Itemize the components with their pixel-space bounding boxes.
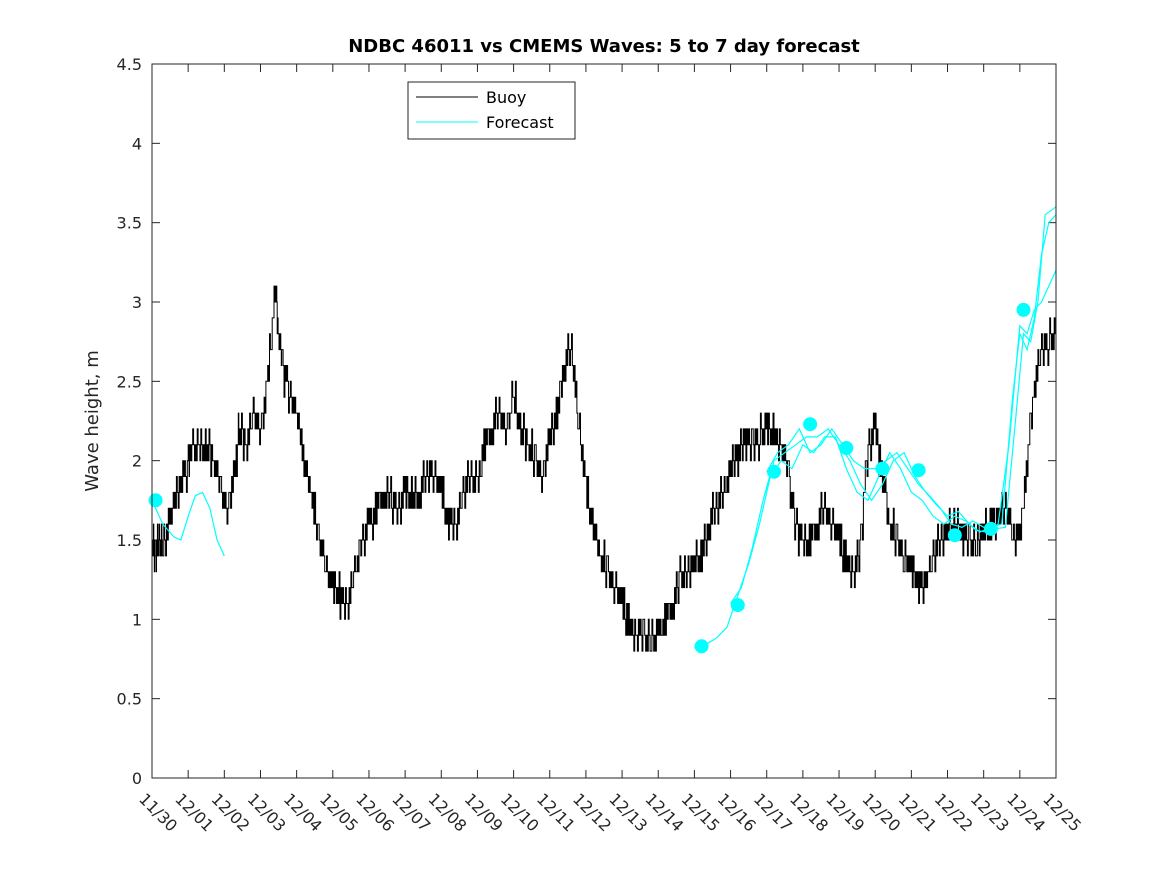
legend-buoy-label: Buoy xyxy=(486,88,526,107)
y-tick-label: 1 xyxy=(132,610,142,629)
x-tick-label: 12/23 xyxy=(967,789,1013,835)
x-tick-label: 12/19 xyxy=(822,789,868,835)
x-tick-label: 12/06 xyxy=(352,789,398,835)
y-tick-label: 0 xyxy=(132,769,142,788)
x-tick-label: 12/08 xyxy=(424,789,470,835)
x-tick-label: 12/09 xyxy=(461,789,507,835)
y-tick-label: 3 xyxy=(132,293,142,312)
x-tick-label: 12/22 xyxy=(931,789,977,835)
series-layer xyxy=(148,206,1057,654)
axis-ticks xyxy=(151,63,1057,779)
x-tick-label: 12/10 xyxy=(497,789,543,835)
y-tick-label: 4 xyxy=(132,134,142,153)
y-tick-label: 4.5 xyxy=(117,55,142,74)
chart-title: NDBC 46011 vs CMEMS Waves: 5 to 7 day fo… xyxy=(348,36,860,57)
forecast-marker xyxy=(694,639,709,654)
forecast-marker xyxy=(839,441,854,455)
plot-area xyxy=(152,64,1056,778)
x-tick-label: 11/30 xyxy=(135,789,181,835)
forecast-marker xyxy=(767,464,781,479)
x-tick-label: 12/01 xyxy=(171,789,217,835)
forecast-line-2 xyxy=(730,214,1057,604)
x-tick-label: 12/04 xyxy=(280,789,326,835)
x-tick-label: 12/18 xyxy=(786,789,832,835)
x-tick-label: 12/24 xyxy=(1003,789,1049,835)
legend-forecast-label: Forecast xyxy=(486,113,554,132)
legend-box xyxy=(407,81,576,140)
forecast-marker xyxy=(148,493,163,508)
legend: Buoy Forecast xyxy=(407,81,576,140)
x-tick-label: 12/14 xyxy=(641,789,687,835)
forecast-marker xyxy=(803,417,818,432)
forecast-marker xyxy=(983,521,998,536)
forecast-line-3 xyxy=(766,206,1057,530)
x-tick-label: 12/25 xyxy=(1039,789,1085,835)
x-tick-label: 12/17 xyxy=(750,789,796,835)
x-tick-label: 12/03 xyxy=(244,789,290,835)
y-tick-label: 2.5 xyxy=(117,372,142,391)
y-tick-label: 0.5 xyxy=(117,690,142,709)
x-tick-label: 12/05 xyxy=(316,789,362,835)
x-tick-label: 12/02 xyxy=(207,789,253,835)
x-tick-label: 12/20 xyxy=(858,789,904,835)
forecast-marker xyxy=(911,463,926,478)
x-tick-label: 12/12 xyxy=(569,789,615,835)
y-tick-label: 1.5 xyxy=(117,531,142,550)
x-tick-label: 12/15 xyxy=(678,789,724,835)
forecast-marker xyxy=(730,598,745,613)
forecast-early-line xyxy=(151,491,225,557)
y-tick-label: 2 xyxy=(132,452,142,471)
x-tick-label: 12/07 xyxy=(388,789,434,835)
forecast-marker xyxy=(875,461,890,476)
x-tick-label: 12/21 xyxy=(895,789,941,835)
forecast-marker xyxy=(1016,302,1031,317)
x-tick-label: 12/13 xyxy=(605,789,651,835)
x-tick-label: 12/11 xyxy=(533,789,579,835)
y-tick-label: 3.5 xyxy=(117,214,142,233)
forecast-marker xyxy=(947,528,962,543)
buoy-series-line xyxy=(152,222,1057,652)
y-axis-label: Wave height, m xyxy=(82,350,103,491)
plot-frame xyxy=(151,63,1057,779)
x-tick-label: 12/16 xyxy=(714,789,760,835)
